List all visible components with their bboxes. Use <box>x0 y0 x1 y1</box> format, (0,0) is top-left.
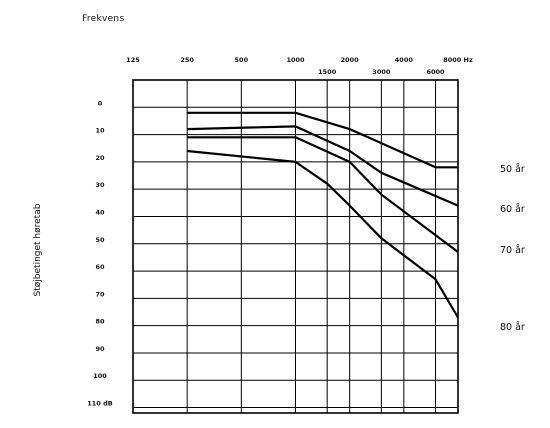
x-tick-label: 250 <box>180 56 194 64</box>
y-tick-label: 70 <box>95 290 105 298</box>
series-line <box>187 149 459 319</box>
x-tick-label: 4000 <box>395 56 414 64</box>
x-tick-label: 8000 Hz <box>443 56 473 64</box>
y-tick-label: 30 <box>95 181 105 189</box>
y-tick-label: 40 <box>95 208 105 216</box>
y-tick-label: 100 <box>93 372 107 380</box>
series-label: 70 år <box>500 245 525 256</box>
series-label: 80 år <box>500 322 525 333</box>
series-curves <box>187 111 459 319</box>
series-line <box>187 111 458 169</box>
y-tick-label: 90 <box>95 345 105 353</box>
series-label: 60 år <box>500 204 525 215</box>
y-axis-label: Støjbetinget høretab <box>33 203 43 296</box>
x-tick-label: 6000 <box>426 68 445 76</box>
x-tick-label: 3000 <box>372 68 391 76</box>
x-tick-label: 1000 <box>286 56 305 64</box>
series-label: 50 år <box>500 164 525 175</box>
chart-title: Frekvens <box>82 14 124 24</box>
plot-frame <box>132 79 459 414</box>
grid-lines <box>132 80 459 413</box>
series-line <box>187 136 459 253</box>
y-tick-label: 20 <box>95 154 105 162</box>
x-tick-label: 1500 <box>318 68 337 76</box>
x-tick-label: 125 <box>126 56 140 64</box>
y-tick-label: 0 <box>98 99 103 107</box>
x-tick-label: 2000 <box>341 56 360 64</box>
y-tick-label: 50 <box>95 236 105 244</box>
series-age-labels: 50 år 60 år 70 år 80 år <box>500 164 525 333</box>
y-tick-label: 110 dB <box>87 400 112 408</box>
y-tick-label: 60 <box>95 263 105 271</box>
series-line <box>187 125 459 207</box>
y-tick-label: 10 <box>95 127 105 135</box>
y-tick-label: 80 <box>95 318 105 326</box>
x-tick-label: 500 <box>235 56 249 64</box>
